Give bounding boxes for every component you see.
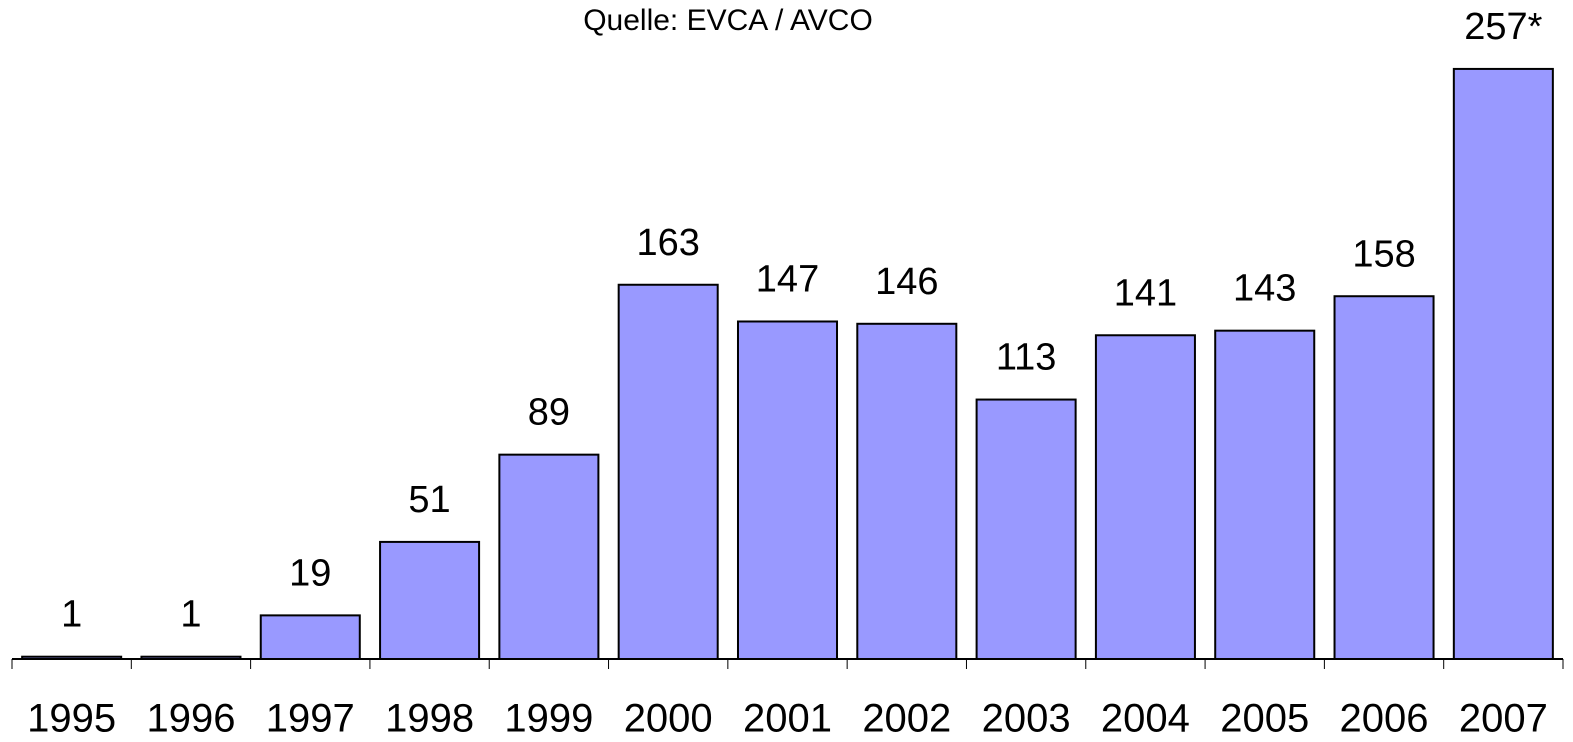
x-tick-label: 1997 <box>266 697 355 741</box>
value-label: 1 <box>61 594 82 636</box>
x-tick-label: 2005 <box>1220 697 1309 741</box>
x-tick-label: 2003 <box>982 697 1071 741</box>
x-tick-label: 1998 <box>385 697 474 741</box>
bar <box>1452 67 1554 661</box>
x-tick-label: 1995 <box>27 697 116 741</box>
bar <box>1214 329 1316 660</box>
bar <box>140 655 242 660</box>
chart-subtitle: Quelle: EVCA / AVCO <box>583 4 873 37</box>
bar <box>856 322 958 660</box>
bar <box>1094 334 1196 660</box>
bar <box>498 453 600 660</box>
value-label: 257* <box>1464 6 1542 48</box>
value-label: 143 <box>1233 268 1296 310</box>
bar <box>617 283 719 660</box>
x-tick-label: 2007 <box>1459 697 1548 741</box>
bar <box>259 614 361 660</box>
x-tick-label: 2000 <box>624 697 713 741</box>
x-tick-label: 2002 <box>862 697 951 741</box>
value-label: 163 <box>636 222 699 264</box>
value-label: 141 <box>1114 272 1177 314</box>
x-tick-label: 1996 <box>146 697 235 741</box>
value-label: 113 <box>996 337 1057 379</box>
bar <box>1333 295 1435 660</box>
bar <box>379 540 481 660</box>
value-label: 158 <box>1352 233 1415 275</box>
x-tick-label: 2004 <box>1101 697 1190 741</box>
bar <box>975 398 1077 660</box>
x-tick-label: 1999 <box>504 697 593 741</box>
x-tick-label: 2001 <box>743 697 832 741</box>
value-label: 147 <box>756 259 819 301</box>
value-label: 51 <box>408 479 450 521</box>
value-label: 19 <box>289 552 331 594</box>
bar <box>21 655 123 660</box>
bar <box>736 320 839 660</box>
x-tick-label: 2006 <box>1340 697 1429 741</box>
value-label: 89 <box>528 392 570 434</box>
value-label: 146 <box>875 261 938 303</box>
value-label: 1 <box>180 594 201 636</box>
